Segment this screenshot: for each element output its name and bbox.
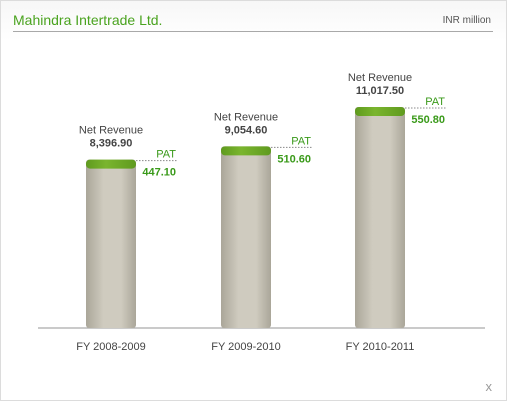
revenue-bar <box>355 107 405 328</box>
revenue-series-label: Net Revenue <box>348 72 412 84</box>
close-icon[interactable]: x <box>485 379 493 394</box>
revenue-value-label: 9,054.60 <box>225 124 268 136</box>
company-name: Mahindra Intertrade Ltd. <box>13 12 163 28</box>
category-label: FY 2010-2011 <box>346 341 415 353</box>
pat-value-label: 550.80 <box>411 114 445 126</box>
header: Mahindra Intertrade Ltd. INR million <box>13 1 493 32</box>
revenue-bar <box>221 146 271 328</box>
revenue-series-label: Net Revenue <box>79 125 143 137</box>
pat-series-label: PAT <box>425 96 445 108</box>
pat-cap <box>86 159 136 169</box>
revenue-value-label: 11,017.50 <box>356 85 404 97</box>
unit-label: INR million <box>442 15 491 26</box>
pat-cap <box>355 107 405 116</box>
revenue-bar <box>86 159 136 328</box>
pat-cap <box>221 146 271 156</box>
revenue-value-label: 8,396.90 <box>90 138 133 150</box>
category-label: FY 2009-2010 <box>211 341 281 353</box>
pat-series-label: PAT <box>156 149 176 161</box>
category-label: FY 2008-2009 <box>76 341 146 353</box>
revenue-series-label: Net Revenue <box>214 111 278 123</box>
pat-series-label: PAT <box>291 135 311 147</box>
pat-value-label: 447.10 <box>142 167 176 179</box>
pat-value-label: 510.60 <box>277 153 311 165</box>
